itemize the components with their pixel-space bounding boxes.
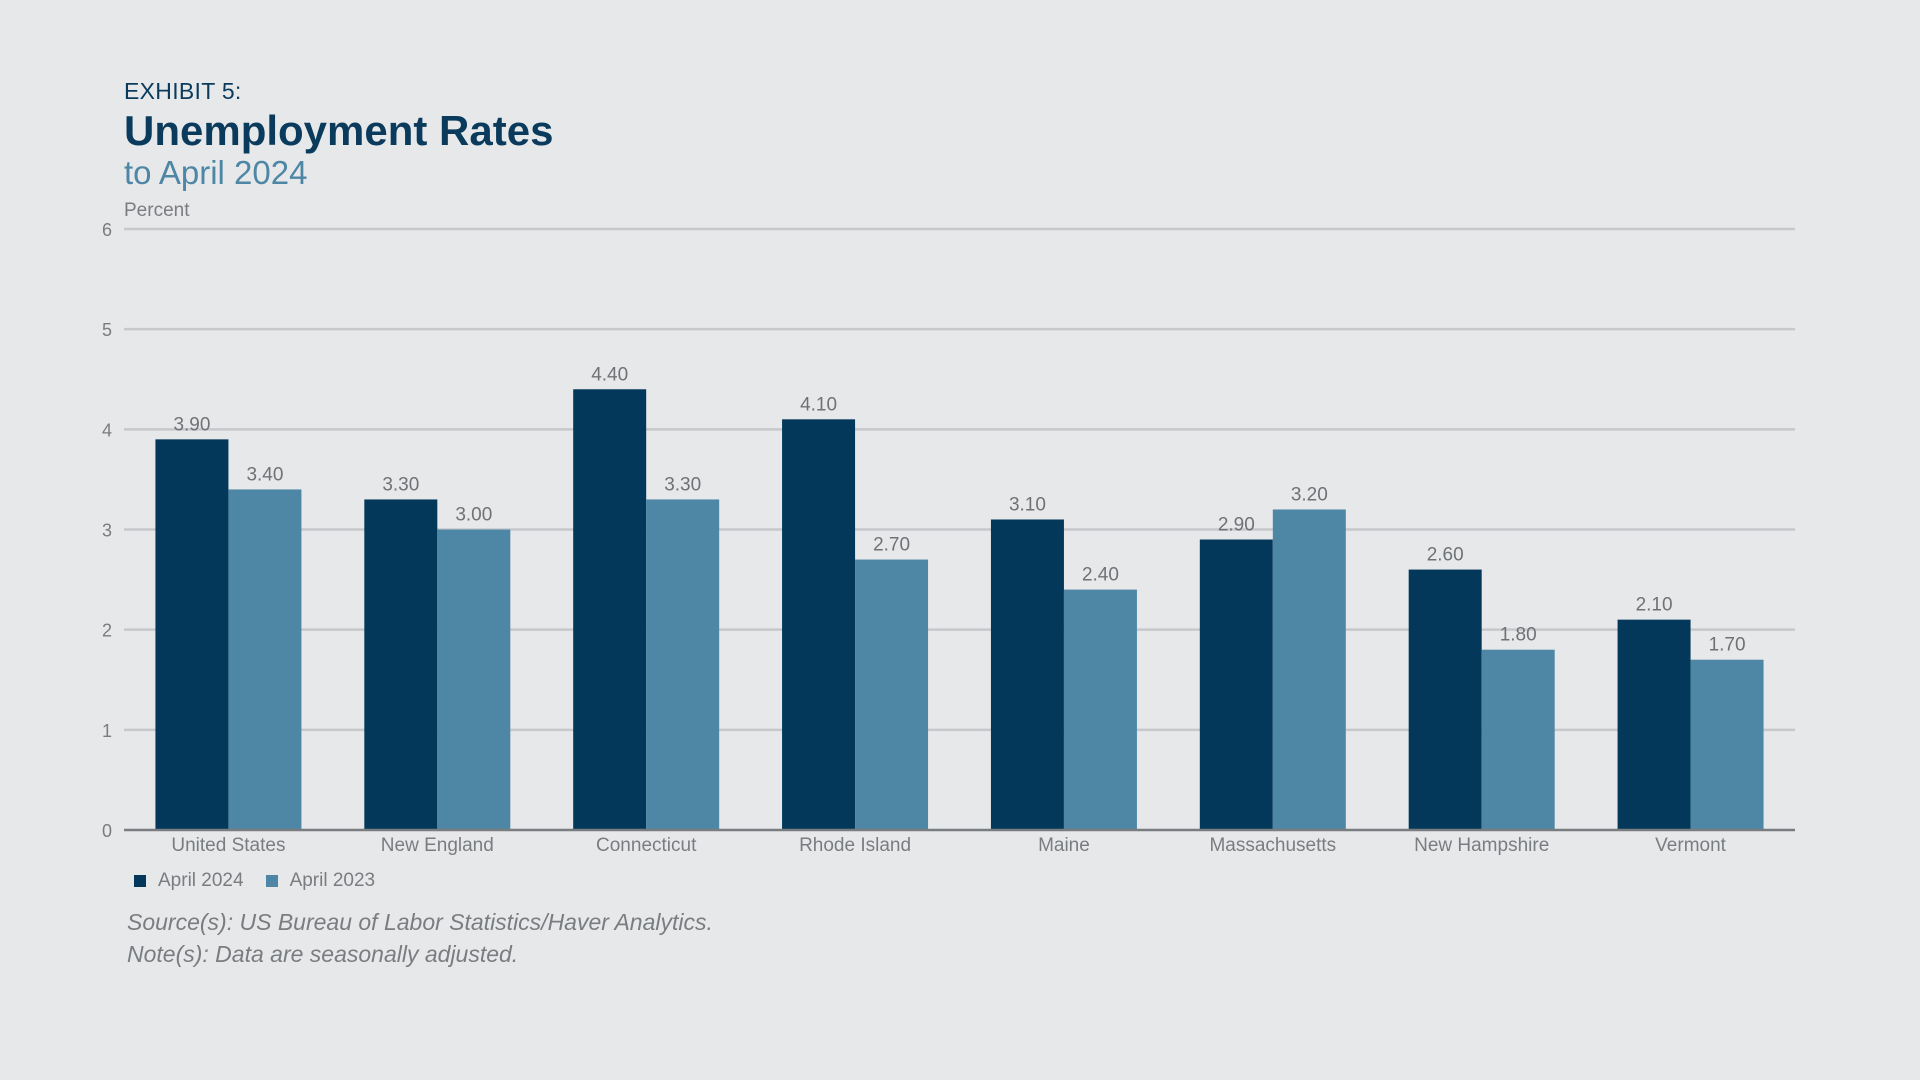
bar-maine-april-2023 (1063, 589, 1137, 830)
bar-label-massachusetts-april-2024: 2.90 (1218, 515, 1255, 536)
x-tick-united-states: United States (171, 835, 285, 856)
x-tick-maine: Maine (1038, 835, 1090, 856)
bar-label-united-states-april-2023: 3.40 (246, 464, 283, 485)
x-tick-massachusetts: Massachusetts (1209, 835, 1336, 856)
bar-label-rhode-island-april-2024: 4.10 (800, 394, 837, 415)
y-tick-0: 0 (102, 821, 112, 841)
bar-new-hampshire-april-2023 (1481, 649, 1555, 830)
bar-label-connecticut-april-2023: 3.30 (664, 474, 701, 495)
y-tick-4: 4 (102, 420, 112, 440)
y-tick-1: 1 (102, 721, 112, 741)
bar-rhode-island-april-2023 (855, 559, 929, 830)
y-tick-2: 2 (102, 621, 112, 641)
bar-label-rhode-island-april-2023: 2.70 (873, 535, 910, 556)
bar-label-connecticut-april-2024: 4.40 (591, 364, 628, 385)
x-tick-new-hampshire: New Hampshire (1414, 835, 1549, 856)
legend-swatch-april-2023 (265, 875, 278, 887)
bar-label-vermont-april-2023: 1.70 (1709, 635, 1746, 656)
legend: April 2024 April 2023 (134, 870, 375, 892)
x-tick-new-england: New England (381, 835, 494, 856)
bar-massachusetts-april-2024 (1199, 539, 1273, 830)
bar-united-states-april-2023 (228, 489, 302, 830)
bar-new-england-april-2023 (437, 529, 511, 830)
bar-label-new-hampshire-april-2023: 1.80 (1500, 625, 1537, 646)
y-tick-6: 6 (102, 220, 112, 240)
bars (155, 389, 1764, 830)
bar-label-maine-april-2024: 3.10 (1009, 494, 1046, 515)
source-note: Source(s): US Bureau of Labor Statistics… (127, 909, 713, 935)
bar-massachusetts-april-2023 (1272, 509, 1346, 830)
bar-connecticut-april-2024 (573, 389, 647, 830)
y-axis-label: Percent (124, 200, 190, 221)
y-tick-5: 5 (102, 320, 112, 340)
bar-rhode-island-april-2024 (782, 419, 856, 830)
x-axis-ticks: United States New England Connecticut Rhode… (171, 835, 1726, 856)
legend-item-april-2023: April 2023 (265, 870, 376, 892)
bar-vermont-april-2024 (1617, 619, 1691, 830)
bar-label-new-england-april-2023: 3.00 (455, 505, 492, 526)
legend-swatch-april-2024 (134, 875, 146, 887)
bar-data-labels: 3.90 3.40 3.30 3.00 4.40 3.30 4.10 2.70 3.10 2.40… (173, 364, 1745, 655)
bar-label-new-hampshire-april-2024: 2.60 (1427, 545, 1464, 566)
chart-header: EXHIBIT 5: Unemployment Rates to April 2… (124, 78, 553, 191)
y-axis-ticks: 0 1 2 3 4 5 6 (102, 220, 112, 841)
data-note: Note(s): Data are seasonally adjusted. (127, 941, 519, 967)
legend-item-april-2024: April 2024 (134, 870, 244, 892)
bar-new-hampshire-april-2024 (1408, 569, 1482, 830)
legend-label-april-2024: April 2024 (158, 870, 244, 891)
x-tick-rhode-island: Rhode Island (799, 835, 911, 856)
bar-maine-april-2024 (990, 519, 1064, 830)
exhibit-label: EXHIBIT 5: (124, 78, 242, 104)
y-tick-3: 3 (102, 521, 112, 541)
x-tick-vermont: Vermont (1655, 835, 1726, 856)
bar-connecticut-april-2023 (646, 499, 720, 830)
chart-subtitle: to April 2024 (124, 154, 308, 192)
chart-title: Unemployment Rates (124, 107, 554, 154)
legend-label-april-2023: April 2023 (289, 870, 376, 891)
footnotes: Source(s): US Bureau of Labor Statistics… (127, 906, 713, 970)
bar-label-new-england-april-2024: 3.30 (382, 474, 419, 495)
bar-united-states-april-2024 (155, 439, 229, 830)
bar-vermont-april-2023 (1690, 659, 1764, 830)
bar-label-united-states-april-2024: 3.90 (173, 414, 210, 435)
bar-label-maine-april-2023: 2.40 (1082, 565, 1119, 586)
bar-label-vermont-april-2024: 2.10 (1636, 595, 1673, 616)
bar-label-massachusetts-april-2023: 3.20 (1291, 484, 1328, 505)
x-tick-connecticut: Connecticut (596, 835, 697, 856)
bar-new-england-april-2024 (364, 499, 438, 830)
